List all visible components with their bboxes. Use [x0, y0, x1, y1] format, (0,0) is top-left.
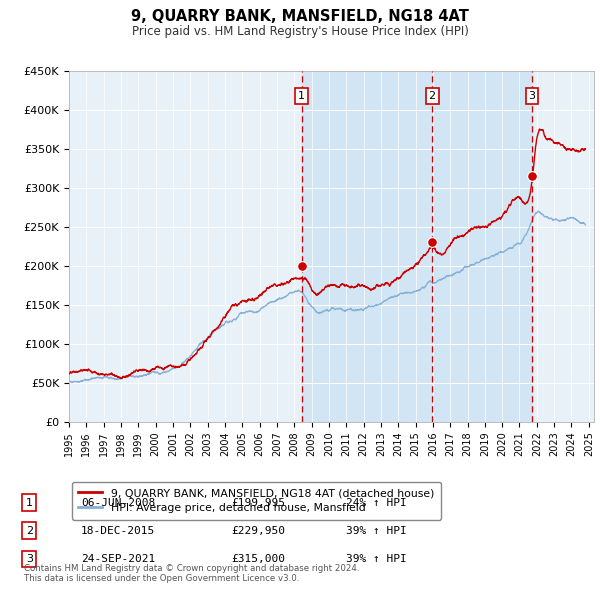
- Text: 1: 1: [26, 497, 33, 507]
- Text: 39% ↑ HPI: 39% ↑ HPI: [346, 554, 407, 564]
- Text: 3: 3: [26, 554, 33, 564]
- Text: 9, QUARRY BANK, MANSFIELD, NG18 4AT: 9, QUARRY BANK, MANSFIELD, NG18 4AT: [131, 9, 469, 24]
- Text: Contains HM Land Registry data © Crown copyright and database right 2024.
This d: Contains HM Land Registry data © Crown c…: [24, 563, 359, 583]
- Text: 2: 2: [428, 91, 436, 101]
- Text: 06-JUN-2008: 06-JUN-2008: [81, 497, 155, 507]
- Text: £229,950: £229,950: [231, 526, 285, 536]
- Text: 2: 2: [26, 526, 33, 536]
- Text: 24-SEP-2021: 24-SEP-2021: [81, 554, 155, 564]
- Text: £315,000: £315,000: [231, 554, 285, 564]
- Legend: 9, QUARRY BANK, MANSFIELD, NG18 4AT (detached house), HPI: Average price, detach: 9, QUARRY BANK, MANSFIELD, NG18 4AT (det…: [72, 481, 440, 520]
- Text: 3: 3: [529, 91, 536, 101]
- Text: 39% ↑ HPI: 39% ↑ HPI: [346, 526, 407, 536]
- Text: 18-DEC-2015: 18-DEC-2015: [81, 526, 155, 536]
- Text: £199,995: £199,995: [231, 497, 285, 507]
- Text: Price paid vs. HM Land Registry's House Price Index (HPI): Price paid vs. HM Land Registry's House …: [131, 25, 469, 38]
- Bar: [302, 71, 532, 422]
- Text: 24% ↑ HPI: 24% ↑ HPI: [346, 497, 407, 507]
- Text: 1: 1: [298, 91, 305, 101]
